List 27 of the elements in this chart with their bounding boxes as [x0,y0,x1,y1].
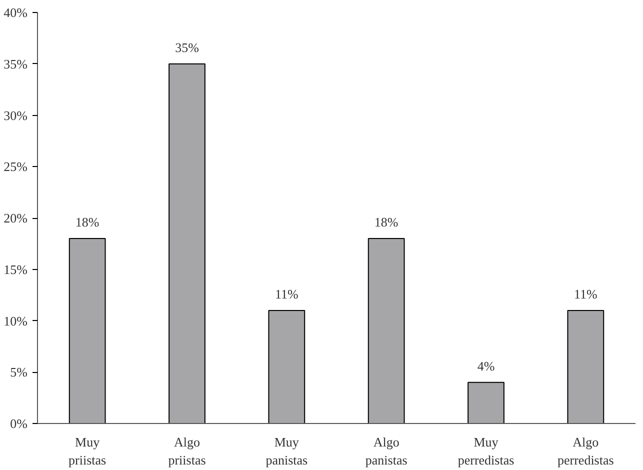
bar [468,382,504,424]
data-label: 18% [374,214,398,230]
x-tick-label: Algo panistas [365,434,408,468]
bar [268,310,306,424]
y-tick-label: 30% [4,108,28,123]
data-label: 11% [574,286,598,302]
x-tick-label: Algo perredistas [558,434,614,468]
y-tick-label: 40% [4,5,28,20]
y-tick-label: 25% [4,159,28,174]
data-label: 18% [75,214,100,230]
bar [68,238,106,424]
bar [168,63,206,424]
x-tick-label: Muy panistas [266,434,308,468]
bar [368,238,405,424]
y-tick-label: 10% [4,313,28,328]
y-tick-label: 15% [4,262,28,277]
y-tick-label: 20% [4,210,28,226]
x-tick-label: Algo priistas [168,434,206,468]
x-tick-label: Muy perredistas [458,434,514,468]
y-tick-label: 0% [10,416,28,431]
bar [567,310,604,424]
data-label: 35% [175,40,200,55]
y-tick-label: 5% [10,364,28,380]
x-tick-label: Muy priistas [68,434,106,468]
data-label: 11% [274,286,299,302]
data-label: 4% [477,358,495,374]
y-tick-label: 35% [4,56,28,72]
